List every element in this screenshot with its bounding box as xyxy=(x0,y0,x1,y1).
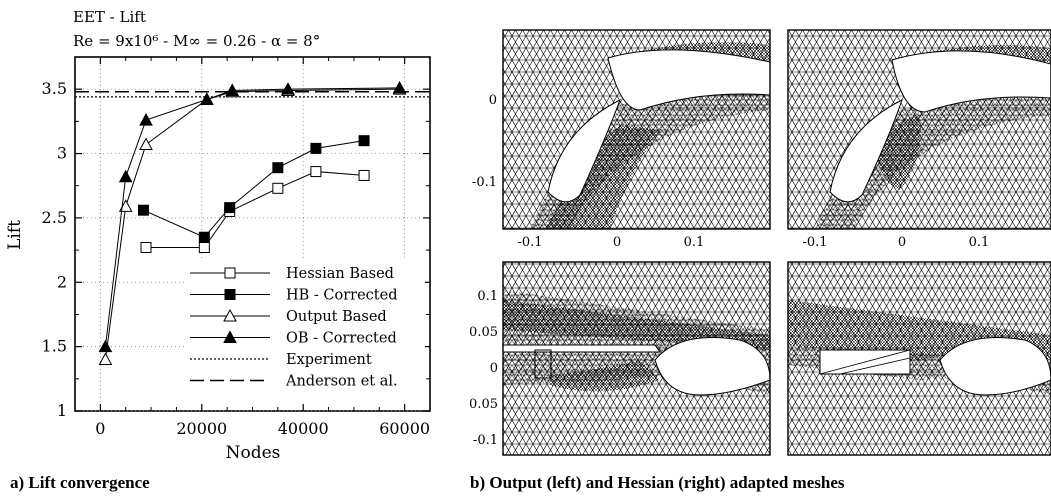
legend-label: Anderson et al. xyxy=(285,374,398,390)
data-point xyxy=(224,202,236,214)
mesh-tr-xtick: 0 xyxy=(898,235,906,250)
legend-label: OB - Corrected xyxy=(286,331,397,347)
data-point xyxy=(272,182,284,194)
data-point xyxy=(224,289,236,300)
lift-convergence-chart: EET - Lift Re = 9x10⁶ - M∞ = 0.26 - α = … xyxy=(5,8,431,463)
mesh-panel-bottom-left xyxy=(503,262,770,455)
x-tick-label: 60000 xyxy=(379,419,430,438)
data-point xyxy=(140,242,152,254)
mesh-tr-xtick: 0.1 xyxy=(969,235,990,250)
data-point xyxy=(272,162,284,174)
x-axis-label: Nodes xyxy=(226,443,281,463)
mesh-tl-xtick: 0 xyxy=(613,235,621,250)
mesh-frame-top-left xyxy=(502,29,771,230)
data-point xyxy=(358,169,370,181)
data-point xyxy=(98,352,113,366)
data-point xyxy=(200,92,214,105)
data-point xyxy=(281,82,295,95)
mesh-panel-top-right xyxy=(788,30,1051,229)
mesh-frame-bottom-left xyxy=(502,261,771,456)
y-tick-label: 3.5 xyxy=(42,79,67,98)
data-point xyxy=(310,166,322,178)
caption-lift-convergence: a) Lift convergence xyxy=(10,473,150,492)
series-layer xyxy=(98,80,407,366)
data-point xyxy=(358,135,370,147)
mesh-tl-xtick: 0.1 xyxy=(684,235,705,250)
data-point xyxy=(137,204,149,216)
data-point xyxy=(224,267,236,279)
y-tick-label: 1 xyxy=(57,401,67,420)
y-tick-label: 3 xyxy=(57,144,67,163)
mesh-frame-top-right xyxy=(787,29,1051,230)
data-point xyxy=(139,137,153,151)
legend: Hessian Based HB - Corrected Output Based O… xyxy=(190,266,398,390)
y-tick-label: 2 xyxy=(57,272,67,291)
data-point xyxy=(98,339,113,353)
y-axis-label: Lift xyxy=(5,220,25,250)
mesh-bl-ytick: -0.1 xyxy=(473,433,498,448)
mesh-tl-xtick: -0.1 xyxy=(517,235,542,250)
x-tick-label: 20000 xyxy=(176,419,227,438)
data-point xyxy=(310,142,322,154)
mesh-panel-bottom-right xyxy=(788,262,1051,455)
x-tick-label: 0 xyxy=(95,419,105,438)
reference-lines xyxy=(75,90,430,98)
data-point xyxy=(225,83,240,96)
series-line xyxy=(143,140,365,238)
caption-adapted-meshes: b) Output (left) and Hessian (right) ada… xyxy=(470,473,845,492)
x-tick-label: 40000 xyxy=(278,419,329,438)
mesh-tr-xtick: -0.1 xyxy=(802,235,827,250)
data-point xyxy=(392,80,407,94)
data-point xyxy=(139,113,153,126)
legend-label: Experiment xyxy=(286,352,372,368)
chart-subtitle: Re = 9x10⁶ - M∞ = 0.26 - α = 8° xyxy=(73,32,320,50)
chart-title: EET - Lift xyxy=(73,8,146,26)
mesh-bl-ytick: 0.05 xyxy=(470,325,498,340)
y-tick-label: 1.5 xyxy=(42,337,67,356)
mesh-tl-ytick: -0.1 xyxy=(472,175,497,190)
y-tick-label: 2.5 xyxy=(42,208,67,227)
adapted-meshes-figure: 0 -0.1 -0.1 0 0.1 -0.1 0 0.1 0.1 0.05 0 … xyxy=(470,29,1051,456)
data-point xyxy=(223,330,237,343)
data-point xyxy=(198,242,210,254)
data-point xyxy=(198,231,210,243)
data-point xyxy=(223,308,237,322)
legend-label: Output Based xyxy=(286,309,387,325)
mesh-tl-ytick: 0 xyxy=(489,93,497,108)
legend-label: Hessian Based xyxy=(286,266,394,282)
data-point xyxy=(118,169,133,183)
ticks: 0 20000 40000 60000 1 1.5 2 2.5 3 3.5 xyxy=(42,56,431,438)
mesh-frame-bottom-right xyxy=(787,261,1051,456)
mesh-bl-ytick: 0.1 xyxy=(477,289,498,304)
legend-box xyxy=(185,258,425,404)
mesh-bl-ytick: -0.05 xyxy=(470,397,498,412)
legend-label: HB - Corrected xyxy=(286,288,398,304)
mesh-bl-ytick: 0 xyxy=(490,361,498,376)
mesh-panel-top-left xyxy=(503,30,770,229)
series-line xyxy=(146,171,365,249)
